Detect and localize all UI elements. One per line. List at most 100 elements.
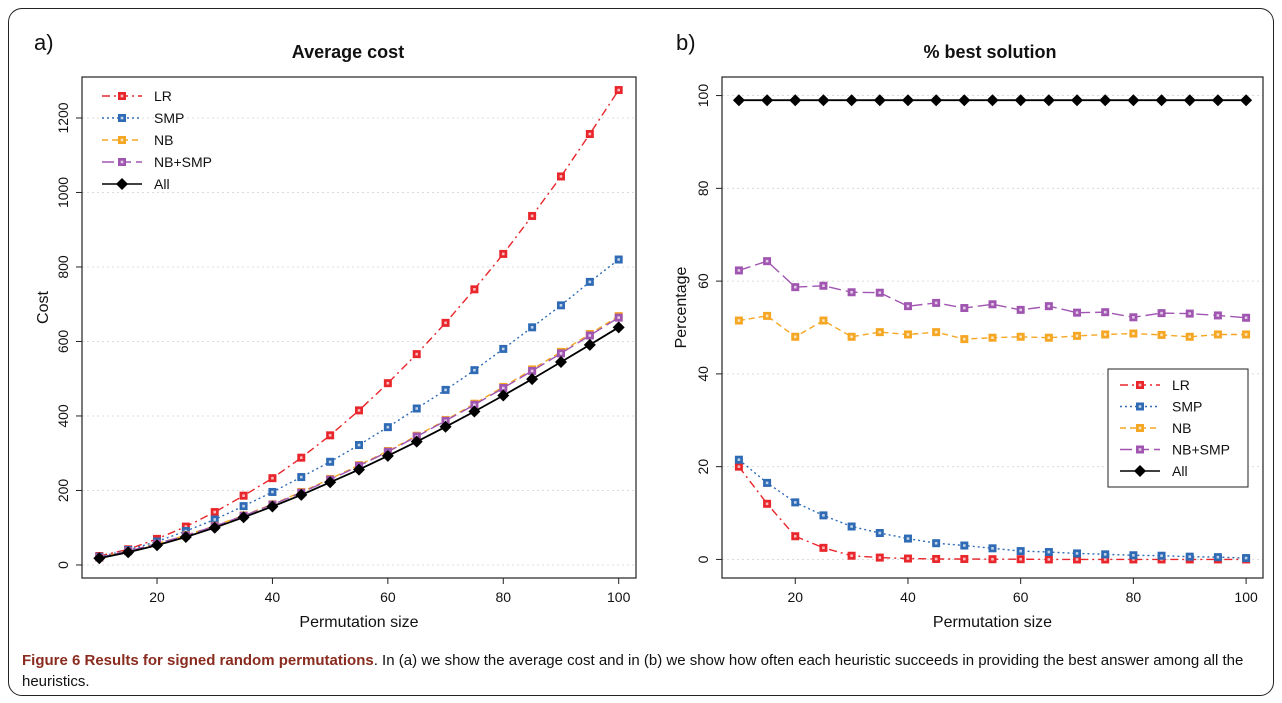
series-nb bbox=[734, 311, 1251, 344]
data-point-18-hatch bbox=[617, 316, 620, 319]
series-line bbox=[99, 317, 620, 559]
x-tick-label-0: 20 bbox=[787, 589, 803, 605]
data-point-17 bbox=[1211, 94, 1224, 107]
data-point-7 bbox=[930, 94, 943, 107]
data-point-6-hatch bbox=[271, 476, 274, 480]
data-point-12-hatch bbox=[444, 388, 447, 392]
data-point-14 bbox=[497, 389, 510, 402]
x-axis-label: Permutation size bbox=[933, 614, 1052, 631]
data-point-1-hatch bbox=[765, 314, 769, 318]
legend-swatch-marker-4 bbox=[1134, 465, 1146, 477]
panel-letter: b) bbox=[676, 30, 696, 55]
data-point-7-hatch bbox=[934, 330, 938, 334]
data-point-18-hatch bbox=[1244, 333, 1248, 336]
data-point-3 bbox=[817, 94, 830, 107]
data-point-10-hatch bbox=[1019, 308, 1022, 312]
data-point-7-hatch bbox=[299, 456, 303, 459]
data-point-0-hatch bbox=[737, 458, 741, 462]
data-point-2 bbox=[789, 94, 802, 107]
data-point-8-hatch bbox=[963, 306, 966, 310]
data-point-10-hatch bbox=[1019, 335, 1022, 339]
legend-label-4: All bbox=[154, 176, 170, 192]
legend: LR SMP NB NB+SMP All bbox=[102, 88, 212, 192]
data-point-5 bbox=[873, 94, 886, 107]
legend-swatch-marker-2-hatch bbox=[1138, 426, 1142, 430]
data-point-8 bbox=[958, 94, 971, 107]
data-point-9-hatch bbox=[357, 443, 361, 447]
x-tick-label-1: 40 bbox=[265, 589, 281, 605]
data-point-13-hatch bbox=[1103, 558, 1107, 561]
data-point-12-hatch bbox=[1075, 334, 1079, 338]
data-point-13-hatch bbox=[473, 403, 476, 407]
data-point-18-hatch bbox=[617, 258, 620, 261]
data-point-9 bbox=[986, 94, 999, 107]
y-tick-label-1: 200 bbox=[55, 479, 71, 503]
figure-caption: Figure 6 Results for signed random permu… bbox=[22, 650, 1260, 692]
data-point-13-hatch bbox=[1103, 333, 1107, 336]
chart-panel-b: b) % best solution 20 40 60 80 100 0 20 40 60 80 100… bbox=[673, 30, 1264, 631]
data-point-14-hatch bbox=[501, 386, 505, 390]
caption-body: . In (a) we show the average cost and in… bbox=[22, 652, 1244, 690]
data-point-11-hatch bbox=[1047, 558, 1051, 561]
legend-swatch-marker-1-hatch bbox=[1138, 405, 1142, 408]
y-tick-label-0: 0 bbox=[695, 555, 711, 563]
data-point-16 bbox=[1183, 94, 1196, 107]
data-point-15-hatch bbox=[1160, 554, 1163, 558]
data-point-14-hatch bbox=[1132, 315, 1135, 319]
data-point-7-hatch bbox=[299, 475, 303, 479]
data-point-2-hatch bbox=[793, 335, 797, 339]
data-point-13 bbox=[468, 405, 481, 418]
data-point-7 bbox=[295, 488, 308, 501]
y-tick-label-6: 1200 bbox=[55, 102, 71, 133]
data-point-16-hatch bbox=[559, 304, 563, 307]
data-point-3-hatch bbox=[822, 284, 825, 288]
data-point-10-hatch bbox=[386, 381, 390, 385]
data-point-0-hatch bbox=[737, 319, 741, 322]
y-tick-label-4: 80 bbox=[695, 180, 711, 196]
data-point-8-hatch bbox=[963, 544, 966, 547]
data-point-12 bbox=[1071, 94, 1084, 107]
data-point-9-hatch bbox=[357, 409, 361, 412]
legend-swatch-marker-0-hatch bbox=[120, 94, 124, 98]
data-point-12 bbox=[439, 420, 452, 433]
data-point-11-hatch bbox=[1047, 304, 1051, 308]
data-point-18-hatch bbox=[1244, 556, 1248, 560]
data-point-1-hatch bbox=[765, 259, 769, 263]
data-point-1 bbox=[761, 94, 774, 107]
data-point-12-hatch bbox=[444, 321, 447, 325]
data-point-10 bbox=[1014, 94, 1027, 107]
data-point-16-hatch bbox=[1188, 312, 1192, 315]
data-point-9-hatch bbox=[991, 557, 994, 561]
y-tick-label-1: 20 bbox=[695, 459, 711, 475]
data-point-5 bbox=[237, 511, 250, 524]
x-tick-label-3: 80 bbox=[1126, 589, 1142, 605]
data-point-6-hatch bbox=[271, 490, 274, 494]
chart-title: % best solution bbox=[923, 42, 1056, 62]
data-point-5-hatch bbox=[242, 494, 245, 497]
data-point-0 bbox=[732, 94, 745, 107]
data-point-5-hatch bbox=[878, 291, 882, 295]
y-axis-label: Cost bbox=[35, 291, 52, 324]
data-point-6 bbox=[901, 94, 914, 107]
x-tick-label-3: 80 bbox=[495, 589, 511, 605]
data-point-8 bbox=[324, 476, 337, 489]
series-nb-smp bbox=[734, 257, 1251, 322]
data-point-11-hatch bbox=[1047, 336, 1051, 340]
data-point-9-hatch bbox=[991, 336, 994, 340]
data-point-17-hatch bbox=[1216, 333, 1220, 336]
data-point-9-hatch bbox=[991, 303, 994, 306]
data-point-14-hatch bbox=[501, 252, 505, 256]
legend-label-1: SMP bbox=[1172, 399, 1202, 415]
data-point-16-hatch bbox=[1188, 555, 1192, 558]
legend-swatch-marker-3-hatch bbox=[120, 160, 124, 164]
data-point-13 bbox=[1099, 94, 1112, 107]
legend-label-2: NB bbox=[154, 132, 173, 148]
y-tick-label-3: 600 bbox=[55, 330, 71, 354]
data-point-15-hatch bbox=[530, 214, 534, 218]
data-point-15-hatch bbox=[530, 369, 534, 373]
data-point-18 bbox=[612, 321, 625, 334]
data-point-2-hatch bbox=[793, 501, 797, 504]
data-point-4-hatch bbox=[850, 335, 853, 339]
